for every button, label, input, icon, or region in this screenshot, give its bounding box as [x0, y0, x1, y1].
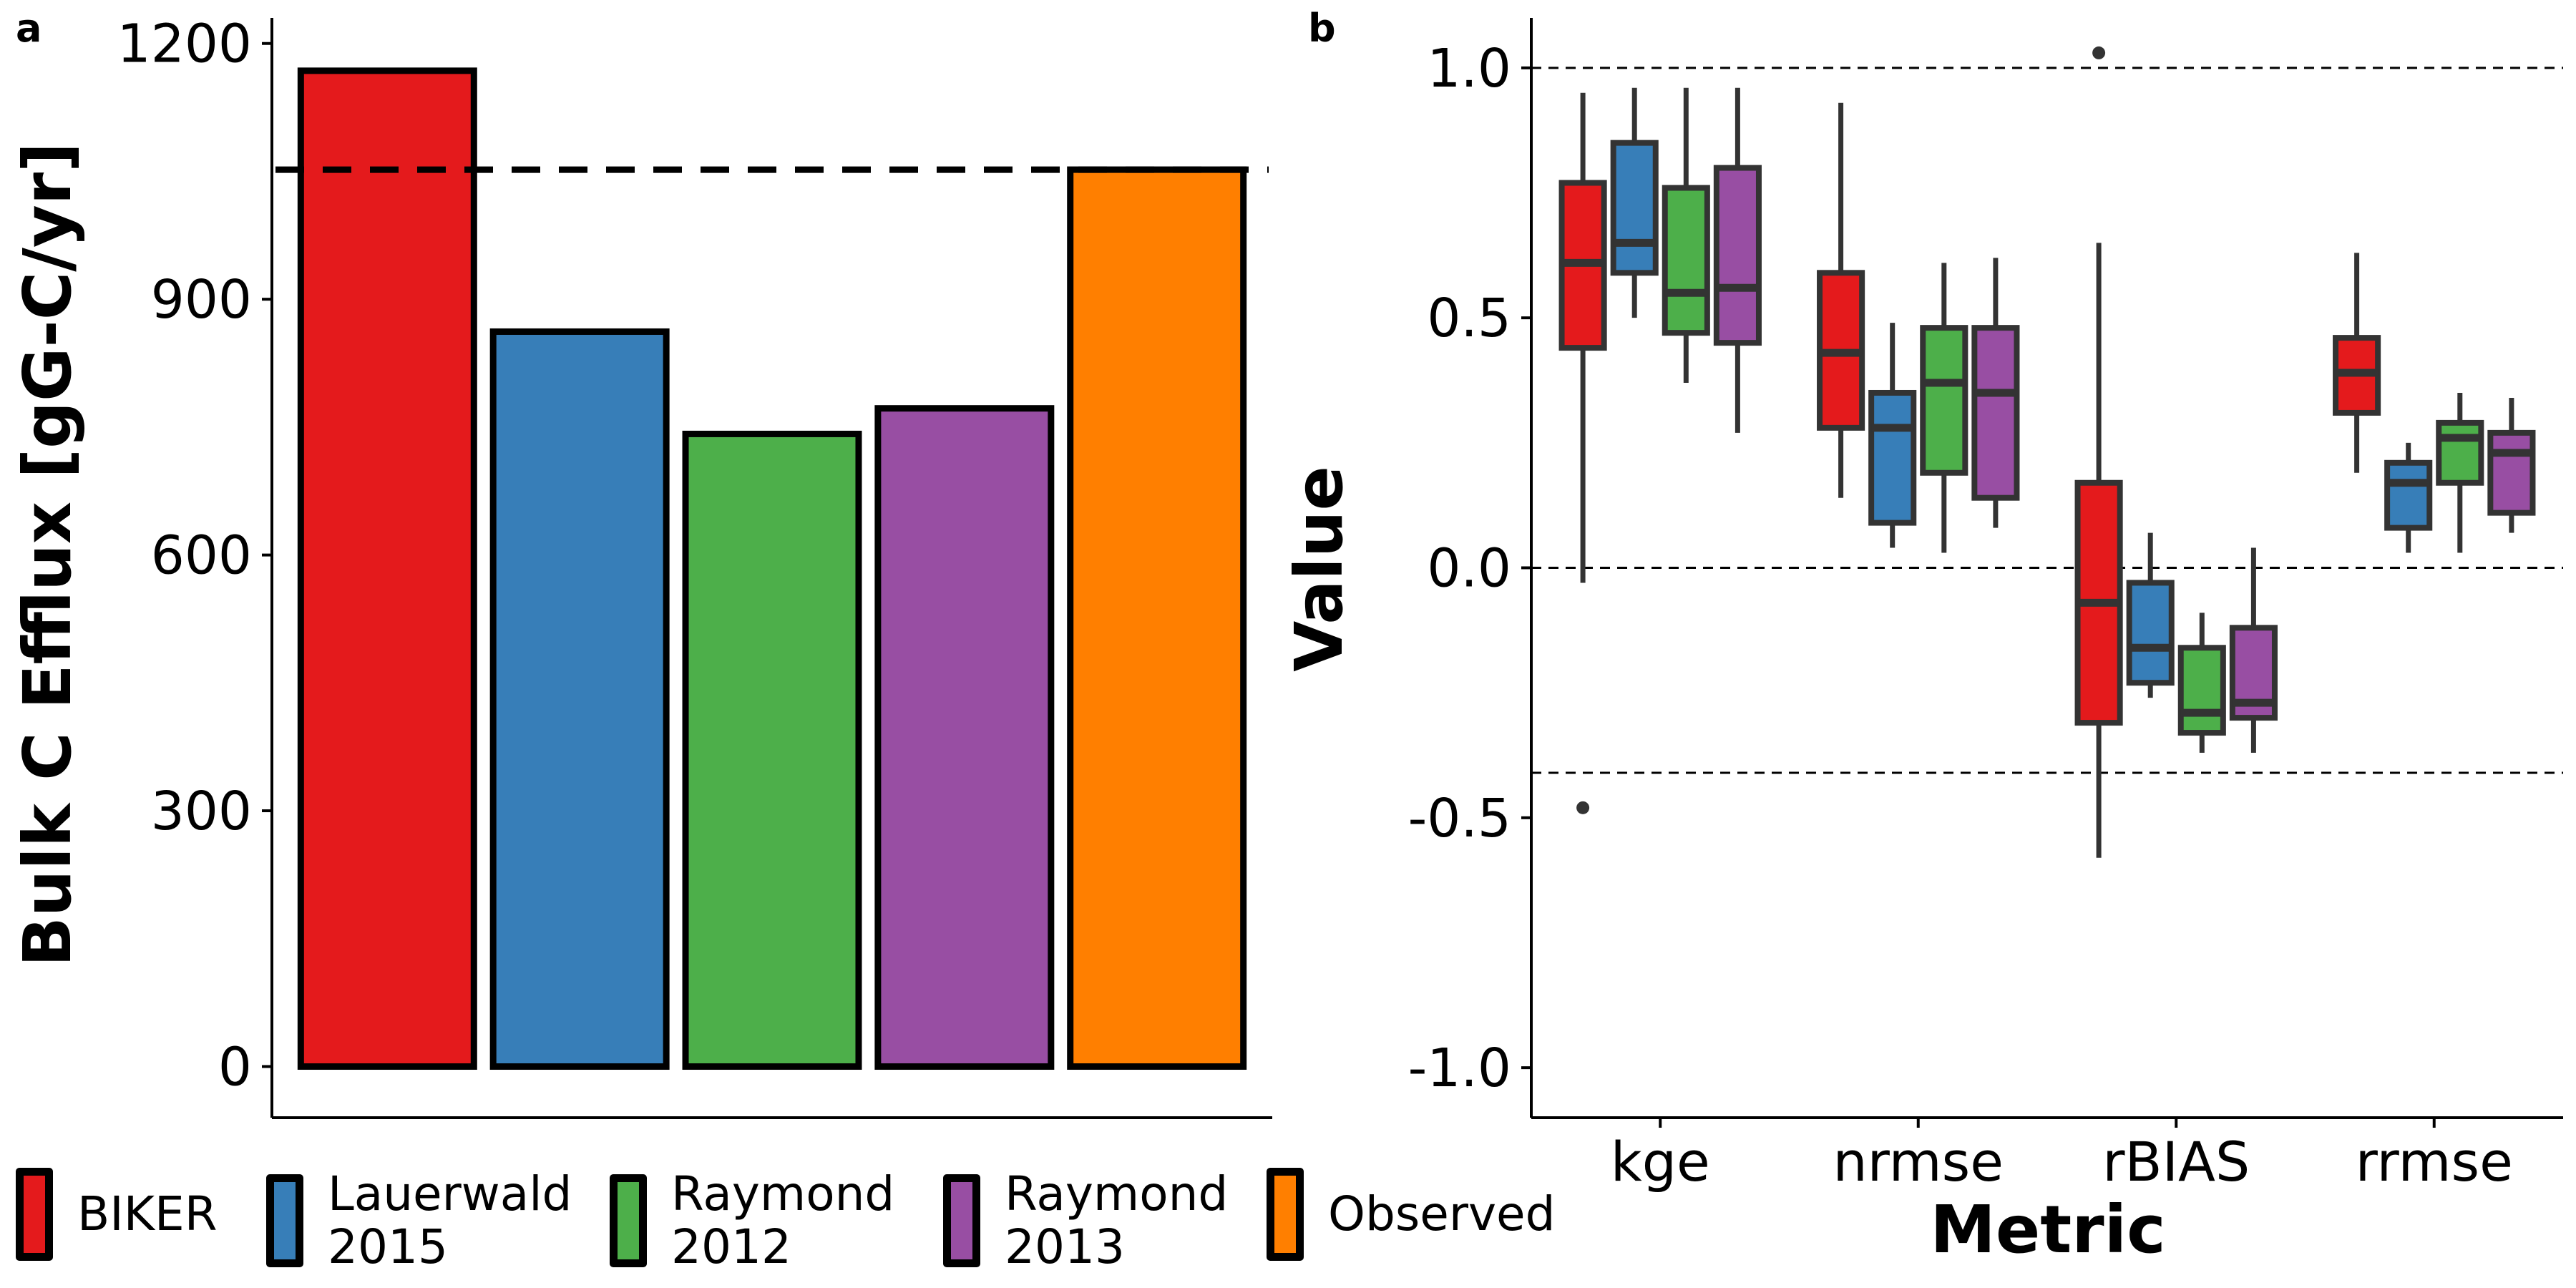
panel-b-y-axis-label: Value	[1281, 466, 1357, 672]
bar-1	[297, 67, 477, 1070]
box	[2177, 645, 2226, 736]
legend-label: Raymond 2013	[1005, 1166, 1229, 1274]
box-kge-series-4	[1713, 87, 1762, 433]
bar-4	[874, 405, 1055, 1070]
legend-label: BIKER	[77, 1186, 218, 1241]
box-nrmse-series-4	[1971, 258, 2020, 528]
y-tick-label: 1200	[117, 14, 252, 75]
panel-a-label: a	[16, 6, 42, 51]
y-tick-label: 600	[151, 525, 252, 587]
box	[2436, 419, 2484, 486]
x-tick-label: kge	[1611, 1130, 1710, 1194]
bar-2	[489, 328, 670, 1070]
legend-item: Lauerwald 2015	[266, 1168, 572, 1274]
x-tick-label: rrmse	[2356, 1130, 2513, 1194]
legend-swatch	[16, 1168, 53, 1261]
y-tick-label: -0.5	[1408, 788, 1511, 849]
outlier-point	[2092, 46, 2106, 59]
box-rBIAS-series-4	[2229, 547, 2278, 753]
legend: BIKER Lauerwald 2015 Raymond 2012 Raymond 2…	[0, 1152, 2576, 1288]
legend-swatch	[266, 1174, 303, 1267]
box-rBIAS-series-1	[2074, 46, 2123, 858]
legend-label: Raymond 2012	[671, 1166, 895, 1274]
box-nrmse-series-3	[1920, 263, 1968, 553]
box-rBIAS-series-3	[2177, 613, 2226, 753]
box	[2126, 580, 2175, 686]
box	[1713, 165, 1762, 346]
box-rrmse-series-2	[2384, 442, 2433, 553]
box-rrmse-series-4	[2487, 397, 2536, 533]
box-nrmse-series-2	[1868, 323, 1917, 548]
y-tick-label: -1.0	[1408, 1038, 1511, 1099]
bar-5	[1067, 166, 1247, 1070]
x-tick-label: rBIAS	[2102, 1130, 2250, 1194]
box	[1920, 325, 1968, 476]
box	[1662, 185, 1710, 336]
y-tick-label: 300	[151, 781, 252, 842]
box-kge-series-2	[1610, 87, 1659, 318]
legend-swatch	[943, 1174, 980, 1267]
legend-item: BIKER	[16, 1168, 218, 1261]
box-rBIAS-series-2	[2126, 532, 2175, 698]
box	[2487, 429, 2536, 516]
panel-a-bar-chart: a Bulk C Efflux [gG-C/yr] 0 300 600 900 1200	[9, 6, 1272, 1119]
legend-item: Raymond 2012	[610, 1168, 894, 1274]
legend-label: Lauerwald 2015	[328, 1166, 572, 1274]
legend-item: Raymond 2013	[943, 1168, 1228, 1274]
box-kge-series-3	[1662, 87, 1710, 384]
panel-a-y-axis-label: Bulk C Efflux [gG-C/yr]	[9, 142, 86, 967]
y-tick-label: 0.5	[1427, 288, 1511, 349]
legend-swatch	[610, 1174, 647, 1267]
box	[2384, 459, 2433, 531]
legend-swatch	[1267, 1168, 1304, 1261]
box-rrmse-series-1	[2333, 253, 2381, 473]
box	[1868, 389, 1917, 526]
legend-item: Observed	[1267, 1168, 1556, 1261]
x-tick-label: nrmse	[1833, 1130, 2004, 1194]
y-tick-label: 1.0	[1427, 38, 1511, 99]
box-rrmse-series-3	[2436, 392, 2484, 553]
y-tick-label: 0.0	[1427, 538, 1511, 600]
legend-label: Observed	[1328, 1186, 1556, 1241]
outlier-point	[1576, 801, 1590, 814]
y-tick-label: 0	[218, 1037, 252, 1098]
panel-b-x-axis-label: Metric	[1930, 1191, 2165, 1268]
box-kge-series-1	[1558, 92, 1607, 814]
box-nrmse-series-1	[1817, 102, 1865, 498]
panel-b-box-plot: b Value Metric kge nrmse rBIAS rrmse -1.0 -0.…	[1281, 6, 2563, 1268]
box	[1971, 325, 2020, 501]
panel-b-label: b	[1308, 6, 1336, 51]
y-tick-label: 900	[151, 269, 252, 331]
bar-3	[682, 430, 862, 1070]
box	[1610, 140, 1659, 276]
